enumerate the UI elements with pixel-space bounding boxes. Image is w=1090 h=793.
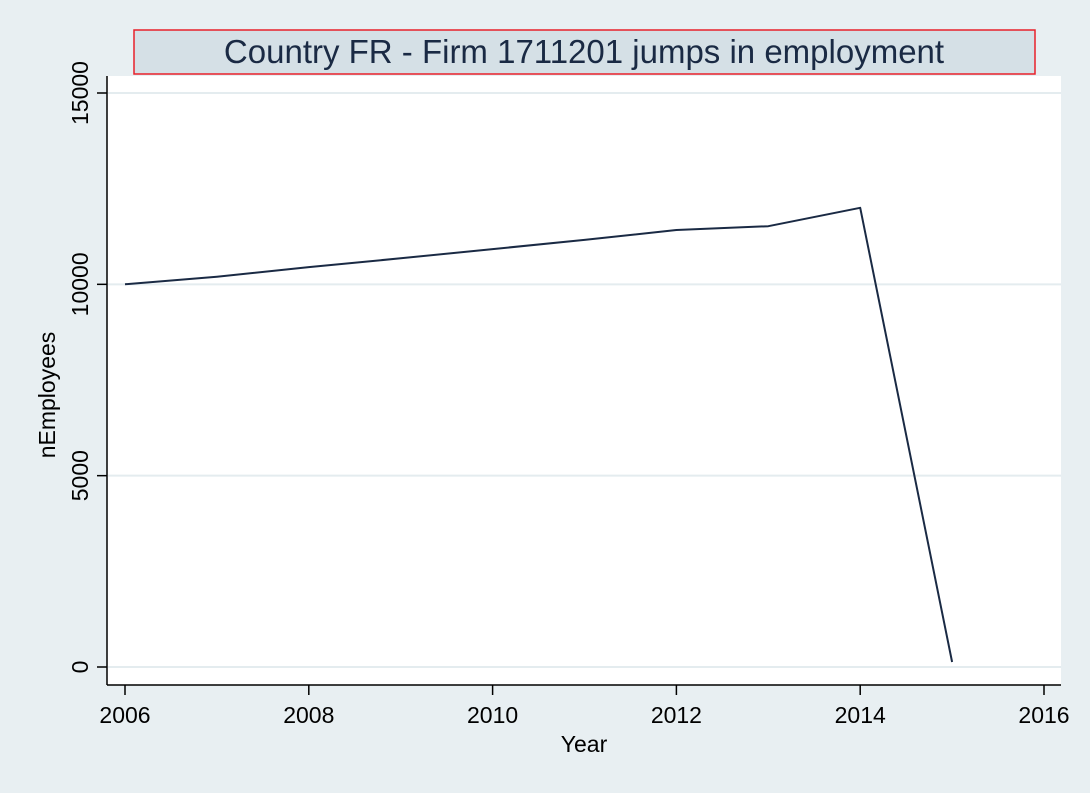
y-axis-title: nEmployees xyxy=(34,332,60,459)
x-ticks: 2006 2008 2010 2012 2014 2016 xyxy=(99,685,1070,728)
y-ticks: 0 5000 10000 15000 xyxy=(67,61,107,673)
x-tick-label-2010: 2010 xyxy=(467,702,518,728)
plot-area xyxy=(107,76,1061,685)
title-box xyxy=(133,29,1036,75)
x-tick-label-2008: 2008 xyxy=(283,702,334,728)
x-tick-label-2012: 2012 xyxy=(651,702,702,728)
y-tick-label-0: 0 xyxy=(67,661,93,674)
y-tick-label-5000: 5000 xyxy=(67,450,93,501)
x-tick-label-2006: 2006 xyxy=(99,702,150,728)
axis-layer xyxy=(106,76,1061,686)
chart-title: Country FR - Firm 1711201 jumps in emplo… xyxy=(224,33,944,70)
y-tick-label-15000: 15000 xyxy=(67,61,93,125)
y-tick-label-10000: 10000 xyxy=(67,252,93,316)
x-tick-label-2016: 2016 xyxy=(1018,702,1069,728)
grid-layer xyxy=(108,92,1061,668)
x-axis-title: Year xyxy=(561,731,608,757)
series-layer xyxy=(124,206,954,663)
x-tick-label-2014: 2014 xyxy=(835,702,886,728)
series-line-0 xyxy=(124,206,954,663)
